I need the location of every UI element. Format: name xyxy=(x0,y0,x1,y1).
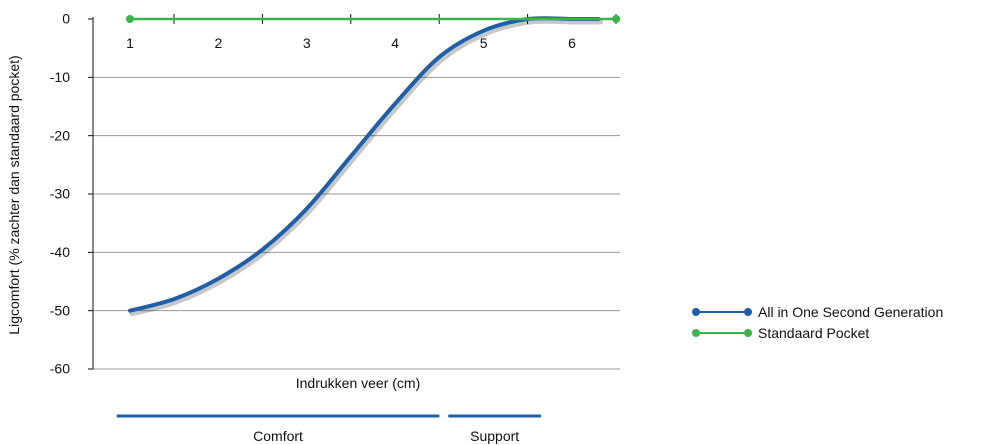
y-axis-title: Ligcomfort (% zachter dan standaard pock… xyxy=(6,55,22,334)
series-layer xyxy=(126,15,621,317)
y-tick-label: -10 xyxy=(50,69,70,85)
y-tick-label: -50 xyxy=(50,302,70,318)
y-axis-tick-labels: 0 -10 -20 -30 -40 -50 -60 xyxy=(50,11,93,377)
x-tick-label: 6 xyxy=(568,35,576,51)
legend: All in One Second Generation Standaard P… xyxy=(692,301,943,343)
series-point xyxy=(126,15,134,23)
y-tick-label: 0 xyxy=(62,11,70,27)
x-tick-label: 4 xyxy=(391,35,399,51)
legend-swatch-all-in-one xyxy=(692,306,752,318)
legend-item-all-in-one: All in One Second Generation xyxy=(692,301,943,322)
legend-label-all-in-one: All in One Second Generation xyxy=(758,303,944,320)
x-axis-title: Indrukken veer (cm) xyxy=(296,375,420,391)
range-bars: Comfort Support xyxy=(116,414,542,444)
legend-label-standaard-pocket: Standaard Pocket xyxy=(758,324,870,341)
x-tick-label: 3 xyxy=(303,35,311,51)
y-tick-label: -30 xyxy=(50,186,70,202)
legend-swatch-standaard-pocket xyxy=(692,327,752,339)
x-tick-label: 5 xyxy=(480,35,488,51)
grid-lines xyxy=(93,76,620,370)
legend-item-standaard-pocket: Standaard Pocket xyxy=(692,322,943,343)
series-point xyxy=(612,15,621,23)
series-shadow xyxy=(129,18,604,317)
x-axis-tick-labels: 1 2 3 4 5 6 xyxy=(126,35,576,51)
range-label-support: Support xyxy=(470,428,519,444)
x-tick-label: 2 xyxy=(215,35,223,51)
y-tick-label: -20 xyxy=(50,127,70,143)
y-tick-label: -60 xyxy=(50,361,70,377)
x-tick-label: 1 xyxy=(126,35,134,51)
y-tick-label: -40 xyxy=(50,244,70,260)
range-label-comfort: Comfort xyxy=(253,428,303,444)
series-line-all-in-one xyxy=(128,16,601,313)
